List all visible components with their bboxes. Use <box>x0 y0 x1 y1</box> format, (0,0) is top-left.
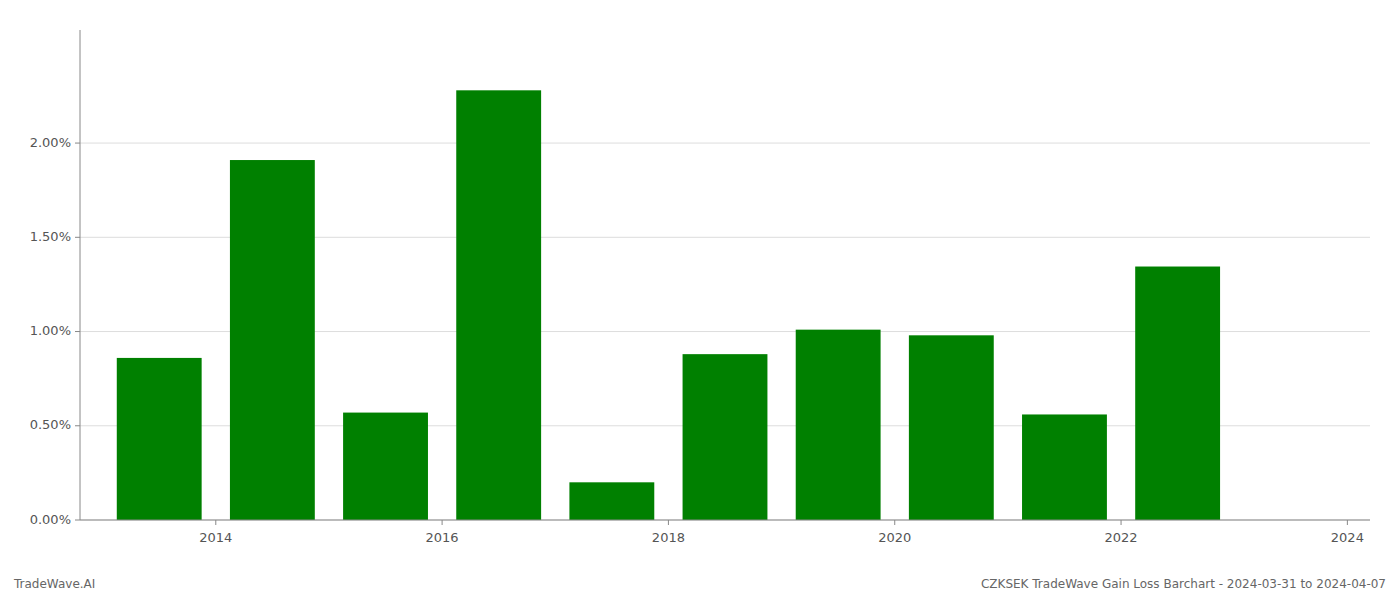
x-tick-label: 2018 <box>652 530 685 545</box>
y-tick <box>75 143 80 144</box>
y-tick-label: 1.00% <box>30 323 71 338</box>
x-tick-label: 2024 <box>1331 530 1364 545</box>
bar <box>117 358 202 520</box>
chart: 0.00% 0.50% 1.00% 1.50% 2.00% 2014 2016 2018 202… <box>0 0 1400 600</box>
bar <box>796 330 881 520</box>
x-tick <box>442 520 443 525</box>
bar <box>343 413 428 520</box>
y-tick-label: 1.50% <box>30 229 71 244</box>
bar <box>569 482 654 520</box>
x-tick-label: 2014 <box>199 530 232 545</box>
y-tick-label: 0.50% <box>30 417 71 432</box>
x-tick-label: 2016 <box>426 530 459 545</box>
y-tick <box>75 331 80 332</box>
y-tick-label: 2.00% <box>30 135 71 150</box>
x-tick <box>1347 520 1348 525</box>
grid-line <box>80 520 1370 521</box>
y-tick-label: 0.00% <box>30 512 71 527</box>
x-tick <box>215 520 216 525</box>
bars <box>117 90 1220 520</box>
bar <box>1022 414 1107 520</box>
y-tick <box>75 425 80 426</box>
x-tick-label: 2020 <box>878 530 911 545</box>
background <box>0 0 1400 600</box>
bar <box>230 160 315 520</box>
bar <box>683 354 768 520</box>
bar <box>456 90 541 520</box>
grid-line <box>80 143 1370 144</box>
x-tick <box>668 520 669 525</box>
x-tick <box>894 520 895 525</box>
y-axis-line <box>80 30 81 520</box>
y-tick <box>75 520 80 521</box>
footer-text: CZKSEK TradeWave Gain Loss Barchart - 20… <box>981 577 1386 591</box>
bar <box>909 335 994 520</box>
bar <box>1135 267 1220 520</box>
x-tick-label: 2022 <box>1105 530 1138 545</box>
footer-text: TradeWave.AI <box>13 577 95 591</box>
x-axis-line <box>80 520 1370 521</box>
y-grid <box>80 143 1370 520</box>
y-tick <box>75 237 80 238</box>
x-tick <box>1121 520 1122 525</box>
